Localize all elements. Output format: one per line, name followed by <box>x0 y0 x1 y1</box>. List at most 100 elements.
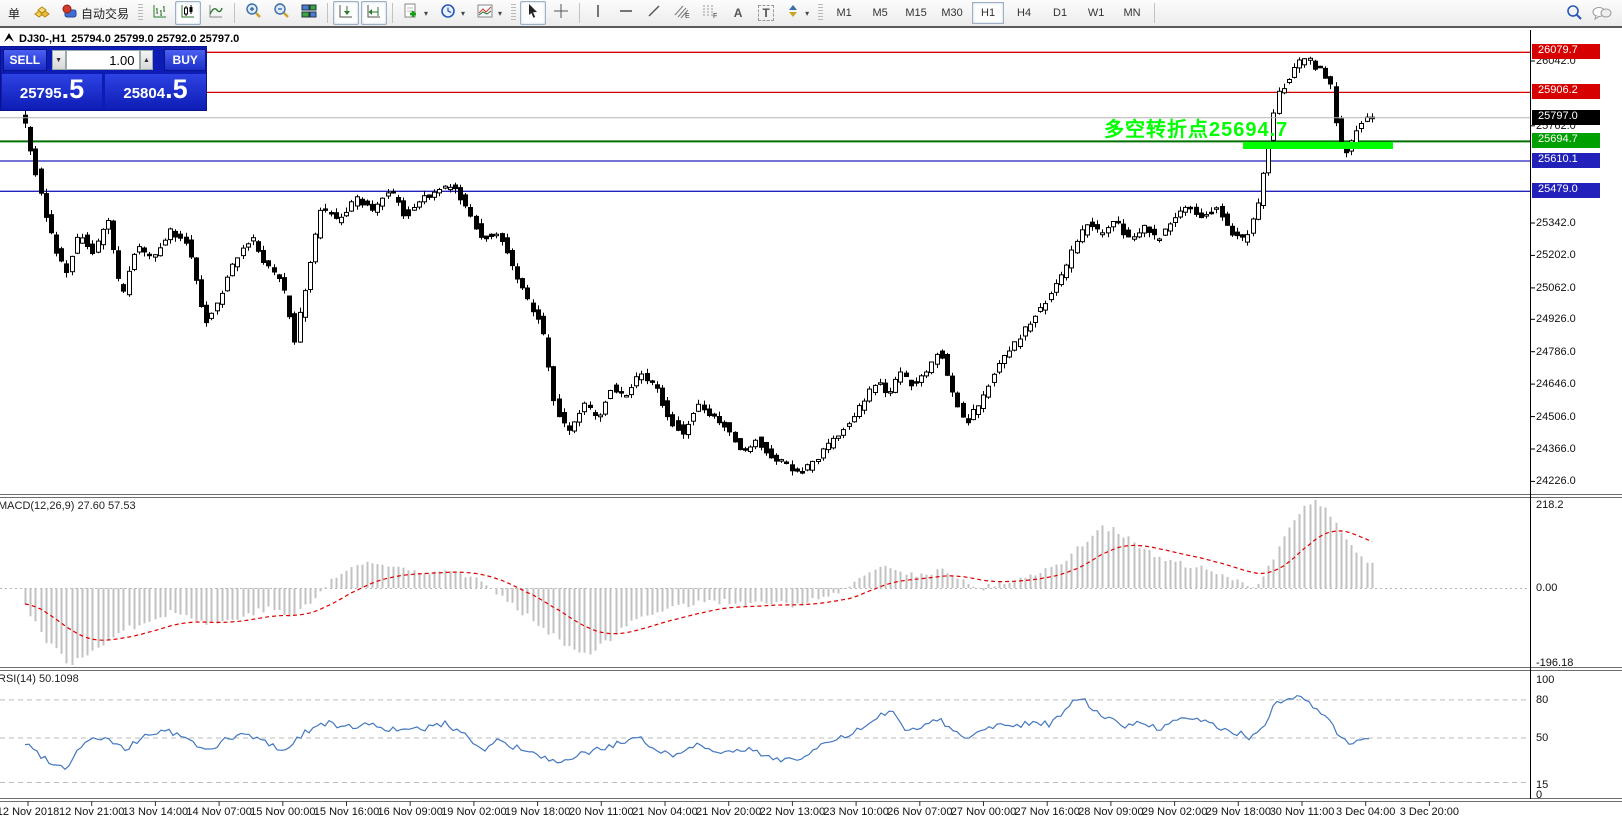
toolbar-drag-handle[interactable] <box>138 4 144 22</box>
gold-bars-icon <box>33 3 51 24</box>
search-icon <box>1566 4 1583 26</box>
time-axis-label: 27 Nov 00:00 <box>950 806 1017 818</box>
arrows-icon <box>786 4 800 23</box>
vertical-line-tool-button[interactable] <box>585 1 611 25</box>
toolbar-drag-handle[interactable] <box>511 4 517 22</box>
price-axis-tick: 24506.0 <box>1536 411 1576 423</box>
time-axis-label: 21 Nov 04:00 <box>632 806 698 818</box>
volume-input[interactable] <box>65 50 140 70</box>
timeframe-group: M1 M5 M15 M30 H1 H4 D1 W1 MN <box>826 2 1150 24</box>
cursor-button[interactable] <box>520 1 547 25</box>
crosshair-button[interactable] <box>548 1 574 25</box>
toolbar-separator <box>579 3 581 23</box>
template-icon <box>477 3 493 24</box>
pivot-annotation-text: 多空转折点25694.7 <box>1104 119 1289 141</box>
time-axis-label: 13 Nov 14:00 <box>122 806 189 818</box>
bar-chart-icon <box>152 3 168 24</box>
macd-axis-label: 218.2 <box>1536 499 1564 511</box>
zoom-in-button[interactable] <box>240 1 266 25</box>
svg-text:E: E <box>685 13 690 19</box>
price-level-label: 25797.0 <box>1532 110 1600 125</box>
new-order-icon-button[interactable] <box>29 1 55 25</box>
time-axis-label: 15 Nov 00:00 <box>250 806 316 818</box>
time-axis-label: 21 Nov 20:00 <box>695 806 762 818</box>
new-order-button[interactable]: 单 <box>1 1 27 25</box>
sell-price-display[interactable]: 25795 .5 <box>2 74 102 110</box>
chart-shift-button[interactable] <box>361 1 388 25</box>
time-axis-label: 14 Nov 07:00 <box>186 806 252 818</box>
chevron-down-icon: ▾ <box>805 8 810 18</box>
periods-button[interactable]: ▾ <box>435 1 470 25</box>
toolbar-separator <box>234 3 236 23</box>
autotrade-icon <box>62 3 78 24</box>
symbol-icon <box>4 33 14 45</box>
tile-windows-button[interactable] <box>296 1 322 25</box>
arrows-tool-button[interactable]: ▾ <box>781 1 814 25</box>
ohlc-values: 25794.0 25799.0 25792.0 25797.0 <box>71 33 240 45</box>
price-axis-tick: 25342.0 <box>1536 217 1576 229</box>
toolbar-separator <box>392 3 394 23</box>
time-axis-label: 3 Dec 04:00 <box>1336 806 1396 818</box>
timeframe-button-w1[interactable]: W1 <box>1087 7 1105 19</box>
timeframe-button-mn[interactable]: MN <box>1123 7 1141 19</box>
price-level-label: 25694.7 <box>1532 133 1600 148</box>
price-axis-tick: 25062.0 <box>1536 282 1576 294</box>
fibonacci-tool-button[interactable]: F <box>697 1 723 25</box>
price-axis-tick: 24366.0 <box>1536 443 1576 455</box>
sell-price-frac: .5 <box>61 74 85 104</box>
time-axis-label: 12 Nov 2018 <box>0 806 60 818</box>
bar-chart-button[interactable] <box>147 1 173 25</box>
auto-scroll-button[interactable] <box>333 1 360 25</box>
buy-price-display[interactable]: 25804 .5 <box>105 74 206 110</box>
templates-button[interactable]: ▾ <box>472 1 507 25</box>
time-axis-label: 28 Nov 09:00 <box>1078 806 1144 818</box>
time-axis-label: 23 Nov 10:00 <box>823 806 889 818</box>
timeframe-button-m1[interactable]: M1 <box>836 7 852 19</box>
timeframe-button-m5[interactable]: M5 <box>872 7 888 19</box>
text-label-tool-button[interactable]: T <box>753 1 779 25</box>
chevron-down-icon: ▾ <box>461 8 466 18</box>
text-tool-button[interactable]: A <box>725 1 751 25</box>
time-axis-label: 16 Nov 09:00 <box>377 806 443 818</box>
rsi-axis-label: 80 <box>1536 694 1549 706</box>
equidistant-channel-tool-button[interactable]: E <box>669 1 695 25</box>
trendline-tool-button[interactable] <box>641 1 667 25</box>
time-axis-label: 29 Nov 18:00 <box>1205 806 1272 818</box>
timeframe-button-h4[interactable]: H4 <box>1017 7 1032 19</box>
sell-button[interactable]: SELL <box>3 49 47 71</box>
macd-axis-label: -196.18 <box>1536 657 1574 669</box>
crosshair-icon <box>553 3 569 24</box>
indicators-button[interactable]: ▾ <box>398 1 433 25</box>
price-level-label: 25610.1 <box>1532 153 1600 168</box>
search-button[interactable] <box>1561 3 1587 27</box>
timeframe-button-m30[interactable]: M30 <box>941 7 963 19</box>
symbol-period-label: DJ30-,H1 <box>19 33 67 45</box>
volume-increase-button[interactable]: ▲ <box>139 50 154 70</box>
time-axis-label: 12 Nov 21:00 <box>58 806 125 818</box>
timeframe-button-d1[interactable]: D1 <box>1053 7 1068 19</box>
svg-text:F: F <box>713 13 717 19</box>
chart-title: DJ30-,H1 25794.0 25799.0 25792.0 25797.0 <box>4 33 239 45</box>
rsi-axis-label: 100 <box>1536 674 1555 686</box>
zoom-out-button[interactable] <box>268 1 294 25</box>
cursor-icon <box>525 3 541 24</box>
text-label-icon: T <box>758 5 774 21</box>
autotrade-label: 自动交易 <box>81 6 130 21</box>
volume-decrease-button[interactable]: ▼ <box>51 50 66 70</box>
timeframe-button-h1[interactable]: H1 <box>972 2 1005 24</box>
chat-bubbles-icon <box>1592 5 1612 26</box>
buy-button[interactable]: BUY <box>164 49 207 71</box>
vertical-line-icon <box>591 3 605 24</box>
toolbar-drag-handle[interactable] <box>818 4 824 22</box>
equidistant-channel-icon: E <box>673 3 691 24</box>
autotrade-button[interactable]: 自动交易 <box>57 1 134 25</box>
time-axis-label: 22 Nov 13:00 <box>759 806 826 818</box>
time-axis-label: 20 Nov 11:00 <box>568 806 634 818</box>
candlestick-chart-button[interactable] <box>175 1 202 25</box>
chat-button[interactable] <box>1589 3 1615 27</box>
timeframe-button-m15[interactable]: M15 <box>905 7 927 19</box>
line-chart-button[interactable] <box>203 1 229 25</box>
toolbar-separator <box>1154 3 1156 23</box>
horizontal-line-tool-button[interactable] <box>613 1 639 25</box>
